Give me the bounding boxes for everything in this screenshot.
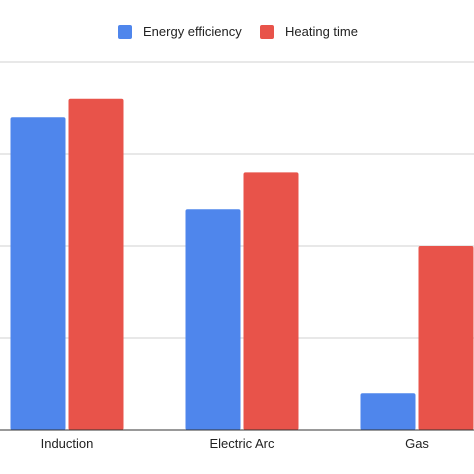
legend-label-heating: Heating time (285, 24, 358, 39)
bar-heating-time-induction (68, 98, 124, 431)
bar-energy-efficiency-induction (10, 117, 66, 430)
x-tick-labels: Induction Electric Arc Gas (41, 436, 430, 451)
bar-heating-time-gas (418, 246, 474, 430)
bar-heating-time-electric-arc (243, 172, 299, 430)
x-tick-label: Induction (41, 436, 94, 451)
bar-energy-efficiency-gas (360, 393, 416, 430)
legend-label-energy: Energy efficiency (143, 24, 242, 39)
legend-swatch-heating (260, 25, 274, 39)
x-tick-label: Gas (405, 436, 429, 451)
x-tick-label: Electric Arc (209, 436, 275, 451)
bars (10, 98, 474, 431)
legend: Energy efficiency Heating time (118, 24, 358, 39)
legend-swatch-energy (118, 25, 132, 39)
bar-energy-efficiency-electric-arc (185, 209, 241, 430)
